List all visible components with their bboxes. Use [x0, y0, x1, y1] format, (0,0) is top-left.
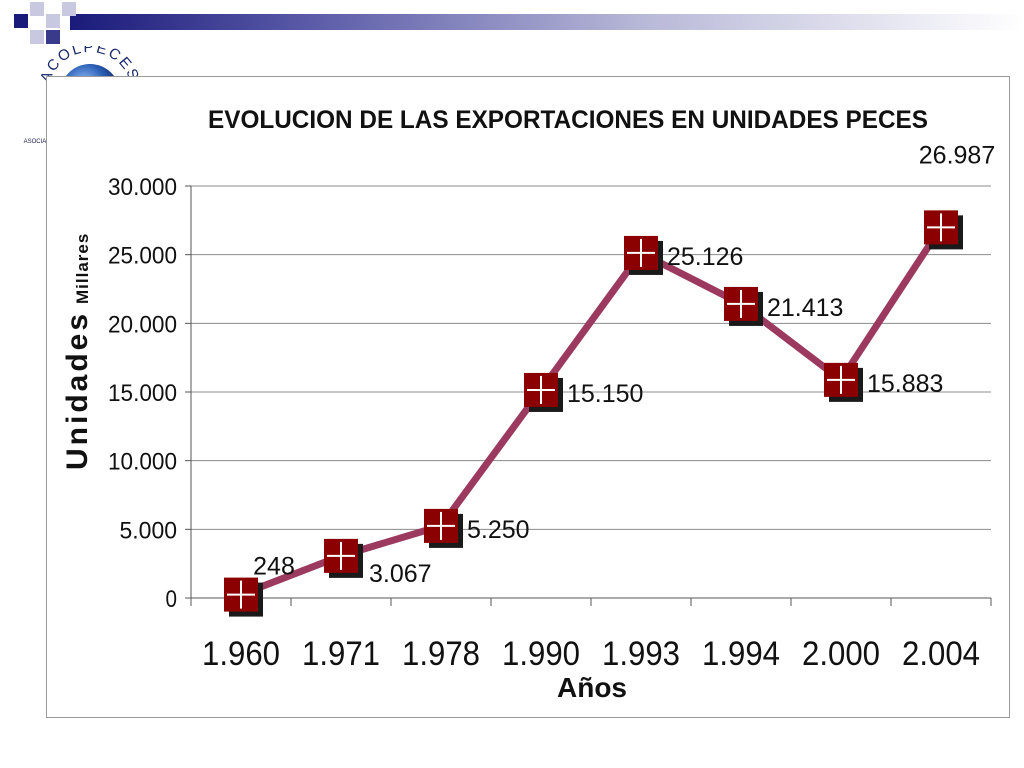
data-value-label: 25.126 — [667, 243, 743, 271]
data-value-label: 5.250 — [467, 516, 530, 544]
x-axis-label: Años — [557, 672, 627, 703]
decoration-square — [62, 2, 76, 16]
plot-area: 0 5.000 10.000 15.000 20.000 25.000 30.000 1.96… — [108, 141, 995, 673]
x-tick-label: 2.004 — [902, 635, 980, 673]
y-tick-label: 30.000 — [108, 174, 177, 201]
x-tick-label: 1.960 — [202, 635, 280, 673]
header-decoration-bar — [70, 14, 1024, 30]
decoration-square — [46, 14, 60, 28]
x-tick-label: 1.993 — [602, 635, 680, 673]
data-value-label: 248 — [253, 553, 295, 581]
y-tick-label: 25.000 — [108, 243, 177, 270]
y-tick-label: 0 — [166, 586, 178, 613]
y-tick-label: 10.000 — [108, 449, 177, 476]
decoration-square — [14, 14, 28, 28]
data-value-label: 3.067 — [369, 560, 432, 588]
data-value-label: 21.413 — [767, 294, 843, 322]
y-tick-label: 5.000 — [120, 517, 178, 544]
data-value-label: 15.150 — [567, 380, 643, 408]
x-tick-label: 1.990 — [502, 635, 580, 673]
x-tick-label: 1.978 — [402, 635, 480, 673]
chart-title: EVOLUCION DE LAS EXPORTACIONES EN UNIDAD… — [208, 106, 928, 134]
y-axis-label: Unidades — [61, 311, 94, 470]
x-tick-label: 1.994 — [702, 635, 780, 673]
data-value-label: 15.883 — [867, 370, 943, 398]
x-tick-label: 2.000 — [802, 635, 880, 673]
data-value-label: 26.987 — [919, 141, 995, 169]
y-axis-unit-label: Millares — [73, 233, 92, 304]
decoration-square — [30, 30, 44, 44]
decoration-square — [46, 30, 60, 44]
y-tick-label: 20.000 — [108, 311, 177, 338]
x-tick-label: 1.971 — [302, 635, 380, 673]
decoration-square — [30, 2, 44, 16]
y-tick-label: 15.000 — [108, 380, 177, 407]
